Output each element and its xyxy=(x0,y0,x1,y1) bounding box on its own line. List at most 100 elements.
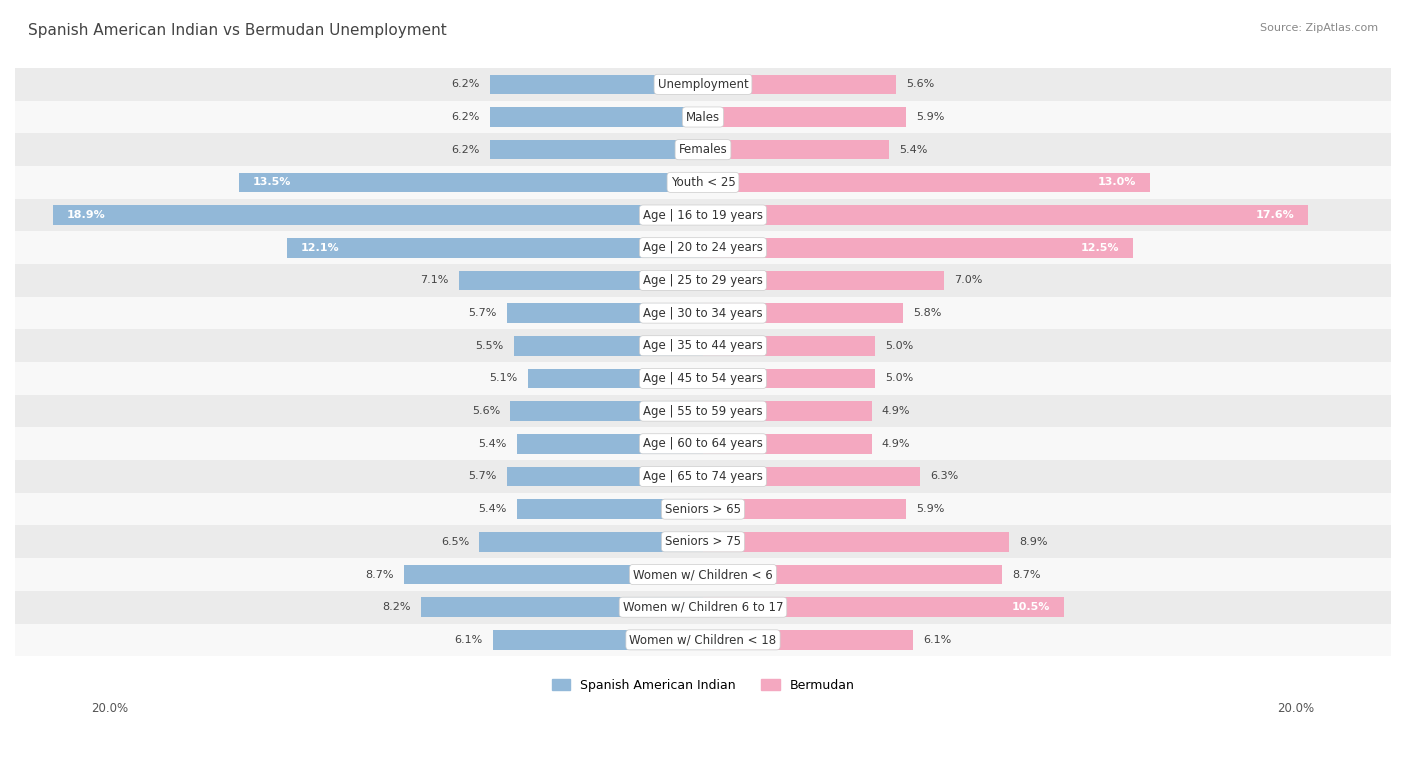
Bar xyxy=(15,101,1391,133)
Text: Women w/ Children < 18: Women w/ Children < 18 xyxy=(630,634,776,646)
Text: 5.9%: 5.9% xyxy=(917,112,945,122)
Text: 5.6%: 5.6% xyxy=(905,79,934,89)
Text: 8.7%: 8.7% xyxy=(1012,569,1040,580)
Text: Seniors > 65: Seniors > 65 xyxy=(665,503,741,516)
Bar xyxy=(703,597,1064,617)
Text: 5.5%: 5.5% xyxy=(475,341,503,350)
Text: Age | 30 to 34 years: Age | 30 to 34 years xyxy=(643,307,763,319)
Bar xyxy=(510,401,703,421)
Bar xyxy=(703,434,872,453)
Text: 13.0%: 13.0% xyxy=(1098,177,1136,188)
Text: 8.9%: 8.9% xyxy=(1019,537,1047,547)
Text: 6.2%: 6.2% xyxy=(451,145,479,154)
Text: Unemployment: Unemployment xyxy=(658,78,748,91)
Text: 7.0%: 7.0% xyxy=(955,276,983,285)
Text: 13.5%: 13.5% xyxy=(252,177,291,188)
Text: Seniors > 75: Seniors > 75 xyxy=(665,535,741,548)
Text: Age | 20 to 24 years: Age | 20 to 24 years xyxy=(643,241,763,254)
Bar xyxy=(15,493,1391,525)
Bar xyxy=(508,466,703,486)
Text: 6.2%: 6.2% xyxy=(451,79,479,89)
Text: 6.1%: 6.1% xyxy=(924,635,952,645)
Bar xyxy=(703,74,896,94)
Text: Women w/ Children < 6: Women w/ Children < 6 xyxy=(633,568,773,581)
Bar xyxy=(703,369,875,388)
Bar xyxy=(15,558,1391,591)
Text: 6.1%: 6.1% xyxy=(454,635,482,645)
Bar xyxy=(703,466,920,486)
Text: 8.2%: 8.2% xyxy=(382,602,411,612)
Bar xyxy=(15,525,1391,558)
Bar xyxy=(513,336,703,356)
Text: Youth < 25: Youth < 25 xyxy=(671,176,735,188)
Bar xyxy=(15,460,1391,493)
Bar xyxy=(458,270,703,290)
Bar xyxy=(15,133,1391,166)
Bar xyxy=(703,205,1309,225)
Bar xyxy=(15,232,1391,264)
Text: Spanish American Indian vs Bermudan Unemployment: Spanish American Indian vs Bermudan Unem… xyxy=(28,23,447,38)
Bar xyxy=(15,198,1391,232)
Bar xyxy=(703,565,1002,584)
Text: Women w/ Children 6 to 17: Women w/ Children 6 to 17 xyxy=(623,601,783,614)
Bar xyxy=(703,500,905,519)
Bar xyxy=(703,630,912,650)
Text: Age | 16 to 19 years: Age | 16 to 19 years xyxy=(643,208,763,222)
Bar xyxy=(15,591,1391,624)
Bar xyxy=(15,428,1391,460)
Bar xyxy=(508,304,703,323)
Text: 5.1%: 5.1% xyxy=(489,373,517,384)
Bar xyxy=(703,336,875,356)
Text: 5.0%: 5.0% xyxy=(886,373,914,384)
Bar xyxy=(489,74,703,94)
Bar xyxy=(703,532,1010,552)
Bar xyxy=(53,205,703,225)
Bar xyxy=(404,565,703,584)
Text: 5.4%: 5.4% xyxy=(898,145,928,154)
Text: 10.5%: 10.5% xyxy=(1012,602,1050,612)
Text: Age | 45 to 54 years: Age | 45 to 54 years xyxy=(643,372,763,385)
Text: 8.7%: 8.7% xyxy=(366,569,394,580)
Text: 17.6%: 17.6% xyxy=(1256,210,1295,220)
Text: 18.9%: 18.9% xyxy=(66,210,105,220)
Bar xyxy=(703,401,872,421)
Text: 20.0%: 20.0% xyxy=(91,702,128,715)
Legend: Spanish American Indian, Bermudan: Spanish American Indian, Bermudan xyxy=(547,674,859,697)
Text: Age | 35 to 44 years: Age | 35 to 44 years xyxy=(643,339,763,352)
Bar xyxy=(517,434,703,453)
Text: Age | 25 to 29 years: Age | 25 to 29 years xyxy=(643,274,763,287)
Text: 6.3%: 6.3% xyxy=(929,472,959,481)
Bar xyxy=(703,304,903,323)
Text: Males: Males xyxy=(686,111,720,123)
Text: 4.9%: 4.9% xyxy=(882,439,910,449)
Text: 5.7%: 5.7% xyxy=(468,308,496,318)
Bar xyxy=(420,597,703,617)
Text: 12.5%: 12.5% xyxy=(1081,243,1119,253)
Bar xyxy=(703,107,905,127)
Bar xyxy=(703,238,1133,257)
Text: 20.0%: 20.0% xyxy=(1278,702,1315,715)
Text: 5.4%: 5.4% xyxy=(478,504,508,514)
Text: 5.7%: 5.7% xyxy=(468,472,496,481)
Bar xyxy=(287,238,703,257)
Text: 5.8%: 5.8% xyxy=(912,308,941,318)
Text: 6.2%: 6.2% xyxy=(451,112,479,122)
Bar xyxy=(15,329,1391,362)
Text: 4.9%: 4.9% xyxy=(882,406,910,416)
Text: 5.6%: 5.6% xyxy=(472,406,501,416)
Bar xyxy=(489,140,703,160)
Text: 7.1%: 7.1% xyxy=(420,276,449,285)
Text: Source: ZipAtlas.com: Source: ZipAtlas.com xyxy=(1260,23,1378,33)
Bar xyxy=(15,624,1391,656)
Bar xyxy=(527,369,703,388)
Text: Age | 55 to 59 years: Age | 55 to 59 years xyxy=(643,404,763,418)
Bar xyxy=(15,394,1391,428)
Bar xyxy=(15,166,1391,198)
Text: Age | 65 to 74 years: Age | 65 to 74 years xyxy=(643,470,763,483)
Bar xyxy=(15,362,1391,394)
Text: 5.4%: 5.4% xyxy=(478,439,508,449)
Text: Age | 60 to 64 years: Age | 60 to 64 years xyxy=(643,438,763,450)
Text: 12.1%: 12.1% xyxy=(301,243,339,253)
Text: Females: Females xyxy=(679,143,727,156)
Bar xyxy=(15,68,1391,101)
